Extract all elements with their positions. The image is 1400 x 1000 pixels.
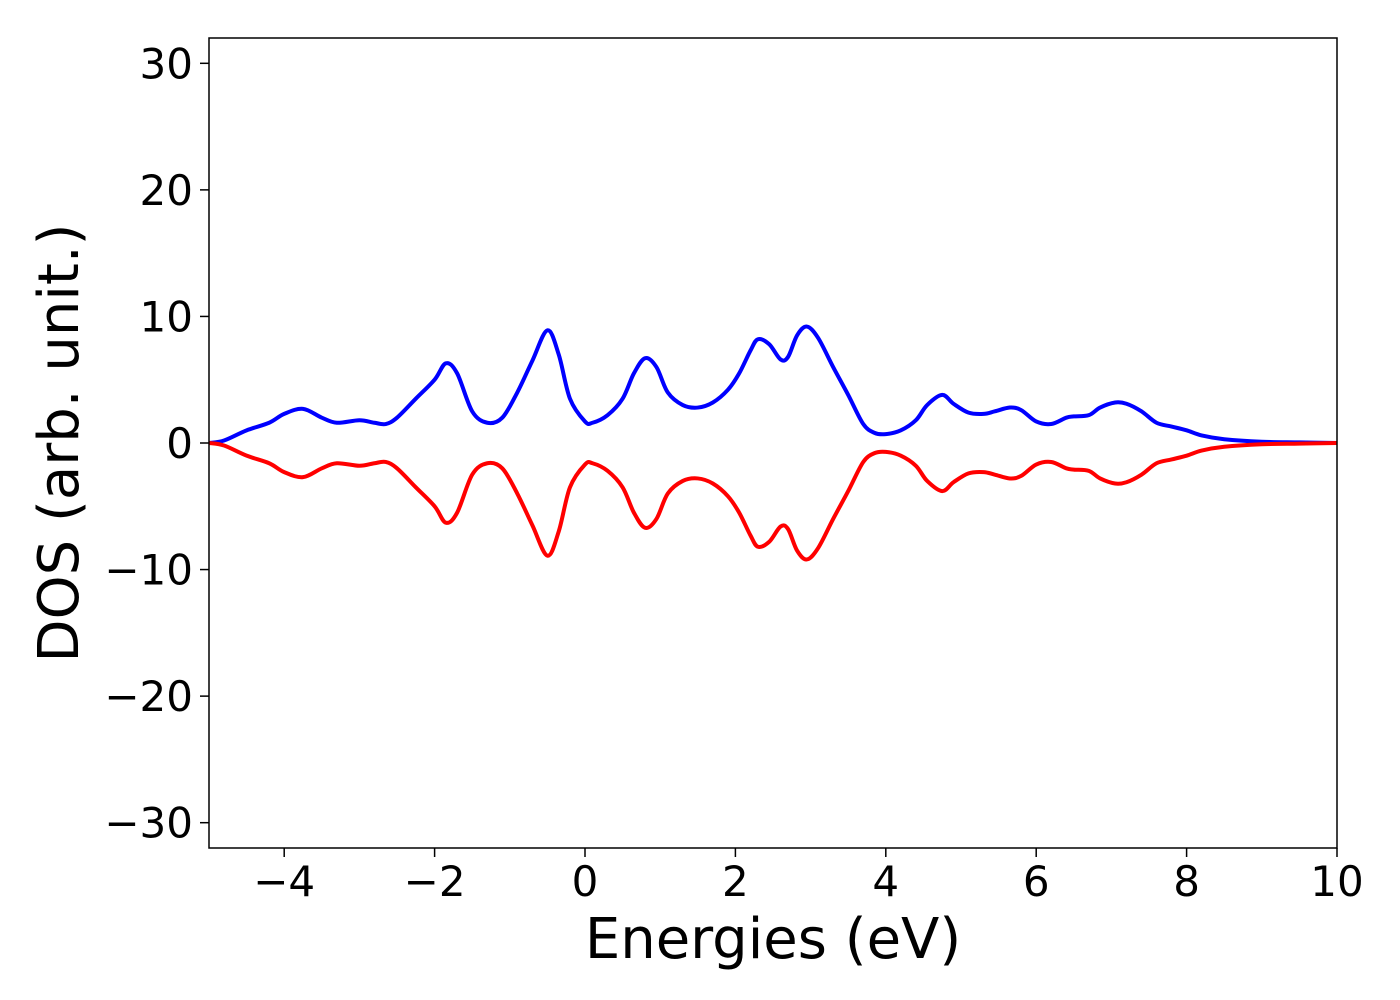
y-tick-label: 0: [166, 419, 193, 468]
y-tick-label: −10: [104, 546, 193, 595]
series-line-spin-down: [209, 441, 1337, 562]
x-tick-label: 8: [1173, 857, 1200, 906]
x-tick-label: 10: [1310, 857, 1363, 906]
series-layer: [209, 324, 1337, 562]
x-tick-label: 0: [572, 857, 599, 906]
series-line-spin-up: [209, 324, 1337, 445]
y-axis-label: DOS (arb. unit.): [27, 223, 92, 662]
x-tick-label: 4: [872, 857, 899, 906]
x-tick-label: −4: [253, 857, 315, 906]
x-tick-label: 2: [722, 857, 749, 906]
plot-background: [209, 38, 1337, 848]
y-tick-label: 30: [140, 39, 193, 88]
y-tick-label: −30: [104, 799, 193, 848]
y-tick-label: 10: [140, 292, 193, 341]
x-tick-label: 6: [1023, 857, 1050, 906]
y-tick-label: 20: [140, 166, 193, 215]
x-axis-label: Energies (eV): [585, 907, 961, 972]
y-tick-label: −20: [104, 672, 193, 721]
y-axis: −30 −20 −10 0 10 20 30: [104, 39, 209, 848]
x-tick-label: −2: [404, 857, 466, 906]
x-axis: −4 −2 0 2 4 6 8 10: [253, 848, 1364, 906]
